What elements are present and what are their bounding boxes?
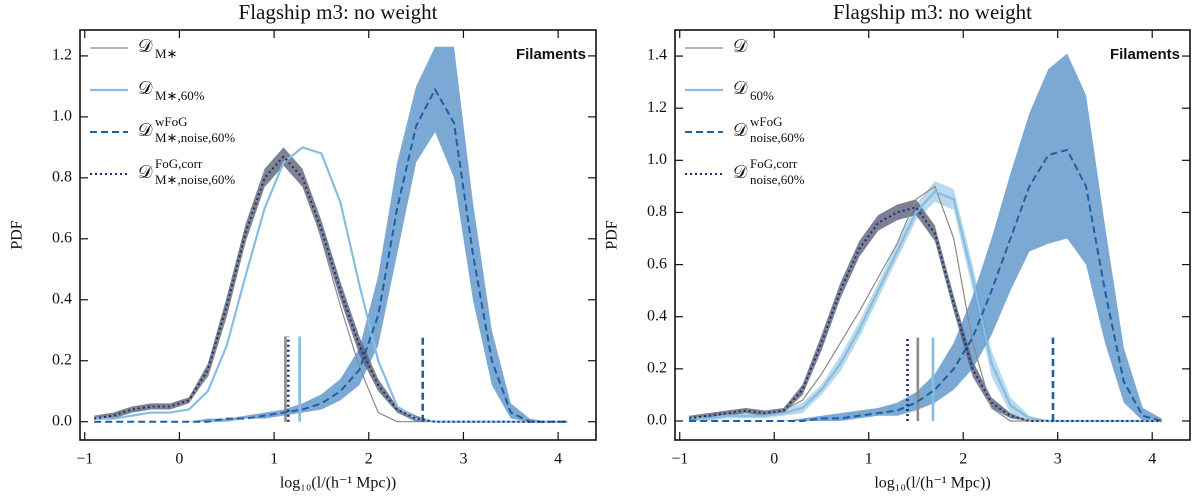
legend-label: 𝒟 M∗	[138, 36, 177, 61]
y-tick-label: 1.0	[52, 108, 72, 125]
y-tick-label: 0.8	[647, 203, 667, 220]
y-tick-label: 1.0	[647, 151, 667, 168]
legend-label: 𝒟 M∗,60%	[138, 78, 205, 103]
legend-label: 𝒟 FoG,corr M∗,noise,60%	[138, 156, 235, 187]
y-tick-label: 0.0	[647, 412, 667, 429]
legend-name: 𝒟	[138, 36, 153, 56]
y-axis-label: PDF	[9, 220, 26, 249]
legend-sub: M∗	[155, 46, 177, 61]
plot-area	[94, 46, 568, 423]
legend-name: 𝒟	[138, 78, 153, 98]
x-axis-label: log₁₀(l/(h⁻¹ Mpc))	[874, 475, 990, 492]
series-line	[689, 148, 1162, 422]
legend-label: 𝒟	[733, 36, 748, 56]
y-tick-label: 0.2	[52, 351, 72, 368]
legend-label: 𝒟 FoG,corr noise,60%	[733, 156, 805, 187]
legend-sub: 60%	[750, 88, 774, 103]
legend-sub: noise,60%	[750, 172, 805, 187]
annotation: Filaments	[516, 46, 586, 63]
panel: Flagship m3: no weight log₁₀(l/(h⁻¹ Mpc))…	[604, 0, 1191, 492]
y-tick-label: 0.2	[647, 360, 667, 377]
y-axis-label: PDF	[604, 220, 621, 249]
annotation: Filaments	[1110, 46, 1180, 63]
legend-sup: FoG,corr	[155, 156, 203, 171]
x-tick-label: 3	[459, 451, 467, 468]
legend-name: 𝒟	[733, 78, 748, 98]
legend-sup: FoG,corr	[750, 156, 798, 171]
y-tick-label: 1.2	[647, 99, 667, 116]
x-tick-label: −1	[671, 451, 688, 468]
series-line	[689, 206, 1162, 422]
x-axis-label: log₁₀(l/(h⁻¹ Mpc))	[280, 475, 396, 492]
x-tick-label: 4	[1148, 451, 1156, 468]
legend-sub: M∗,noise,60%	[155, 172, 235, 187]
y-tick-label: 0.8	[52, 169, 72, 186]
y-tick-label: 0.4	[52, 290, 72, 307]
series-line	[94, 154, 568, 423]
y-tick-label: 0.6	[647, 255, 667, 272]
y-tick-label: 1.2	[52, 47, 72, 64]
y-tick-label: 0.0	[52, 412, 72, 429]
chart-title: Flagship m3: no weight	[239, 0, 438, 24]
legend-sub: M∗,60%	[155, 88, 205, 103]
axes-frame	[674, 29, 1191, 441]
legend-sup: wFoG	[750, 114, 783, 129]
x-tick-label: 2	[365, 451, 373, 468]
chart-title: Flagship m3: no weight	[833, 0, 1032, 24]
legend-name: 𝒟	[138, 120, 153, 140]
error-band	[94, 46, 568, 422]
legend-label: 𝒟 60%	[733, 78, 774, 103]
error-band	[689, 53, 1162, 421]
legend-name: 𝒟	[733, 120, 748, 140]
y-tick-label: 0.4	[647, 307, 667, 324]
legend-name: 𝒟	[138, 162, 153, 182]
x-tick-label: 2	[959, 451, 967, 468]
x-tick-label: 0	[770, 451, 778, 468]
legend-name: 𝒟	[733, 36, 748, 56]
x-tick-label: 1	[270, 451, 278, 468]
panel: Flagship m3: no weight log₁₀(l/(h⁻¹ Mpc))…	[9, 0, 597, 492]
legend-sub: M∗,noise,60%	[155, 130, 235, 145]
x-tick-label: −1	[76, 451, 93, 468]
axes-frame	[79, 29, 597, 441]
x-tick-label: 0	[175, 451, 183, 468]
legend-name: 𝒟	[733, 162, 748, 182]
x-tick-label: 4	[554, 451, 562, 468]
series-line	[94, 87, 568, 423]
y-tick-label: 1.4	[647, 47, 667, 64]
y-tick-label: 0.6	[52, 229, 72, 246]
legend-sup: wFoG	[155, 114, 188, 129]
x-tick-label: 1	[865, 451, 873, 468]
x-tick-label: 3	[1054, 451, 1062, 468]
legend-sub: noise,60%	[750, 130, 805, 145]
plot-area	[689, 53, 1162, 423]
